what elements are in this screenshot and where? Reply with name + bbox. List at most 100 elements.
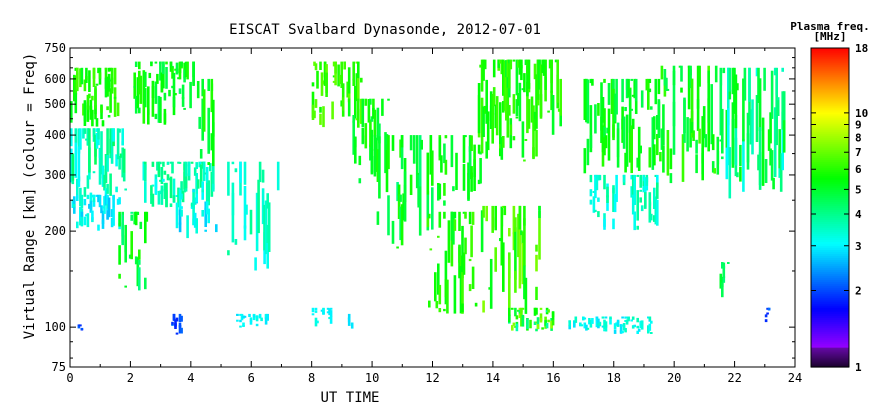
echo-segment: [92, 194, 96, 199]
echo-segment: [157, 161, 161, 178]
echo-segment: [266, 314, 269, 321]
echo-segment: [384, 132, 387, 174]
colorbar-tick-label: 6: [855, 163, 862, 176]
colorbar-swatch: [811, 335, 849, 338]
echo-segment: [76, 221, 79, 229]
colorbar-swatch: [811, 325, 849, 328]
echo-segment: [415, 135, 419, 189]
echo-segment: [159, 61, 162, 81]
echo-segment: [249, 318, 253, 322]
echo-segment: [497, 59, 500, 68]
colorbar-swatch: [811, 295, 849, 298]
echo-segment: [172, 313, 176, 321]
echo-cluster: [118, 211, 149, 291]
echo-segment: [488, 287, 491, 290]
echo-segment: [172, 195, 176, 203]
echo-segment: [589, 78, 593, 84]
echo-segment: [619, 324, 623, 334]
echo-segment: [263, 204, 266, 251]
echo-segment: [122, 148, 126, 173]
echo-segment: [418, 135, 422, 196]
echo-segment: [118, 128, 121, 133]
echo-cluster: [719, 67, 786, 199]
echo-segment: [573, 320, 576, 328]
echo-segment: [150, 194, 153, 204]
echo-segment: [731, 67, 735, 95]
colorbar-swatch: [811, 293, 849, 296]
echo-segment: [600, 82, 603, 131]
echo-segment: [622, 323, 626, 331]
echo-segment: [739, 144, 742, 167]
echo-segment: [183, 69, 186, 83]
echo-segment: [215, 224, 218, 233]
echo-segment: [459, 255, 463, 267]
echo-segment: [610, 78, 614, 114]
echo-segment: [603, 78, 606, 83]
colorbar-swatch: [811, 101, 849, 105]
echo-segment: [607, 83, 611, 105]
echo-cluster: [659, 65, 723, 184]
echo-segment: [142, 161, 146, 181]
echo-segment: [323, 61, 327, 86]
echo-segment: [254, 257, 257, 271]
colorbar-swatch: [811, 237, 849, 240]
colorbar-swatch: [811, 281, 849, 284]
echo-segment: [776, 100, 780, 116]
echo-segment: [583, 322, 587, 329]
echo-segment: [625, 78, 629, 99]
echo-segment: [770, 70, 774, 119]
echo-segment: [508, 315, 511, 323]
echo-segment: [83, 187, 87, 197]
echo-segment: [431, 150, 434, 186]
echo-segment: [311, 104, 315, 120]
echo-segment: [267, 202, 271, 252]
echo-segment: [636, 157, 639, 168]
echo-segment: [506, 84, 510, 138]
echo-segment: [85, 76, 88, 81]
echo-segment: [597, 103, 600, 116]
echo-segment: [631, 325, 635, 329]
echo-segment: [468, 146, 472, 169]
echo-segment: [104, 154, 108, 184]
echo-segment: [109, 128, 112, 154]
echo-segment: [440, 155, 443, 173]
echo-segment: [526, 59, 529, 75]
echo-segment: [630, 125, 633, 174]
echo-segment: [489, 91, 493, 129]
echo-segment: [524, 139, 528, 141]
echo-segment: [115, 154, 118, 167]
echo-segment: [357, 78, 360, 103]
echo-segment: [631, 118, 635, 130]
echo-segment: [79, 187, 82, 207]
echo-segment: [536, 59, 540, 100]
colorbar-swatch: [811, 103, 849, 107]
echo-segment: [452, 186, 455, 192]
echo-segment: [314, 310, 318, 313]
echo-segment: [722, 67, 726, 74]
echo-segment: [648, 323, 652, 331]
echo-cluster: [347, 98, 390, 184]
echo-cluster: [236, 313, 269, 328]
echo-segment: [258, 161, 262, 183]
echo-segment: [739, 167, 742, 182]
echo-segment: [648, 78, 652, 83]
echo-segment: [107, 115, 111, 118]
echo-segment: [636, 190, 639, 221]
echo-segment: [713, 168, 716, 174]
echo-segment: [746, 133, 750, 170]
colorbar-swatch: [811, 309, 849, 312]
echo-segment: [680, 87, 683, 93]
echo-segment: [397, 194, 401, 219]
echo-segment: [483, 105, 487, 114]
echo-segment: [781, 111, 784, 171]
echo-segment: [499, 238, 502, 242]
echo-segment: [385, 150, 389, 193]
echo-segment: [589, 319, 593, 328]
echo-segment: [387, 98, 390, 101]
echo-segment: [518, 311, 522, 314]
echo-segment: [621, 106, 624, 143]
colorbar-swatch: [811, 79, 849, 83]
echo-segment: [107, 67, 111, 72]
echo-segment: [499, 144, 502, 149]
